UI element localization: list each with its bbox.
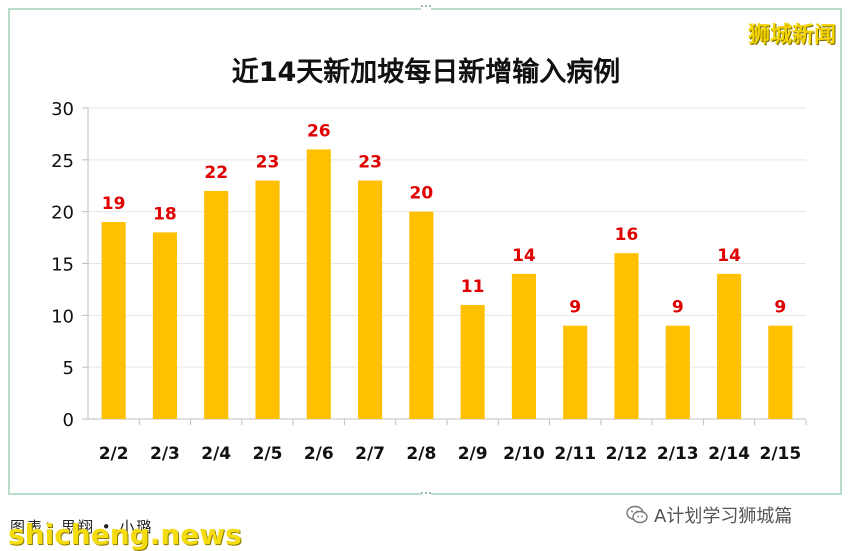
x-tick-label: 2/11 (554, 444, 596, 464)
data-label: 9 (672, 298, 684, 318)
y-tick-label: 5 (63, 358, 74, 379)
bar (101, 222, 126, 419)
data-label: 9 (774, 298, 786, 318)
data-label: 20 (410, 184, 434, 204)
data-label: 26 (307, 121, 331, 141)
brand-label: 狮城新闻 (747, 23, 836, 48)
data-label: 23 (256, 153, 280, 173)
data-label: 19 (102, 194, 126, 214)
bar (409, 211, 434, 419)
x-tick-label: 2/7 (355, 444, 385, 464)
wechat-icon (626, 505, 648, 524)
x-tick-label: 2/5 (253, 444, 283, 464)
x-tick-label: 2/13 (657, 444, 699, 464)
site-watermark: shicheng.news (8, 518, 242, 551)
data-labels: 19 18 22 23 26 23 20 11 14 9 16 9 14 9 (102, 121, 786, 317)
x-tick-label: 2/9 (458, 444, 488, 464)
x-tick-label: 2/15 (760, 444, 802, 464)
x-tick-label: 2/3 (150, 444, 180, 464)
y-tick-label: 0 (63, 410, 74, 431)
y-tick-label: 10 (51, 306, 74, 327)
gridlines (88, 107, 806, 368)
data-label: 11 (461, 277, 485, 297)
wechat-account: A计划学习狮城篇 (626, 502, 792, 528)
bar (511, 273, 536, 419)
data-label: 22 (204, 163, 228, 183)
bar (255, 180, 280, 419)
x-tick-label: 2/2 (99, 444, 129, 464)
chart-title: 近14天新加坡每日新增输入病例 (231, 57, 621, 88)
resize-handle-bottom[interactable] (421, 492, 431, 500)
bar (460, 304, 485, 419)
y-axis-ticks: 0 5 10 15 20 25 30 (51, 99, 88, 431)
bar (665, 325, 690, 419)
x-axis-ticks: 2/2 2/3 2/4 2/5 2/6 2/7 2/8 2/9 2/10 2/11 2/12 2/13… (99, 419, 807, 464)
bar (563, 325, 588, 419)
x-tick-label: 2/12 (606, 444, 648, 464)
bar (358, 180, 383, 419)
resize-handle-top[interactable] (421, 5, 431, 13)
bar (152, 232, 177, 419)
wechat-account-name: A计划学习狮城篇 (654, 506, 793, 527)
x-tick-label: 2/10 (503, 444, 545, 464)
data-label: 23 (358, 153, 382, 173)
y-tick-label: 25 (51, 151, 74, 172)
data-label: 14 (717, 246, 741, 266)
bar-chart: 0 5 10 15 20 25 30 19 18 22 23 26 23 20 11 14 9 16 9 14 9 2… (51, 99, 807, 464)
y-tick-label: 20 (51, 203, 74, 224)
data-label: 18 (153, 204, 177, 224)
x-tick-label: 2/14 (708, 444, 750, 464)
data-label: 14 (512, 246, 536, 266)
data-label: 16 (615, 225, 639, 245)
bar (717, 273, 742, 419)
bar (204, 190, 229, 419)
x-tick-label: 2/4 (201, 444, 231, 464)
bars (101, 149, 793, 419)
y-tick-label: 30 (51, 99, 74, 120)
data-label: 9 (569, 298, 581, 318)
x-tick-label: 2/6 (304, 444, 334, 464)
bar (614, 253, 639, 419)
bar (306, 149, 331, 419)
x-tick-label: 2/8 (406, 444, 436, 464)
bar (768, 325, 793, 419)
chart-credit: 图表：思翔 • 小璐 (10, 518, 154, 536)
y-tick-label: 15 (51, 255, 74, 276)
